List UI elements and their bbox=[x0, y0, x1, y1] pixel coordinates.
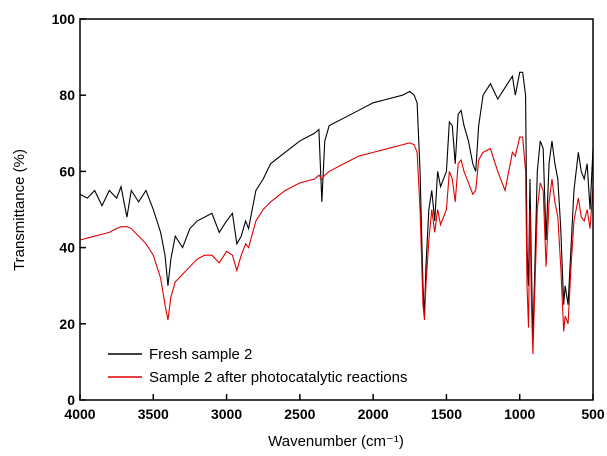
x-tick-label: 500 bbox=[581, 406, 605, 422]
y-tick-label: 40 bbox=[59, 240, 75, 256]
x-tick-label: 2000 bbox=[358, 406, 389, 422]
y-axis-label: Transmittance (%) bbox=[11, 149, 28, 271]
x-tick-label: 3000 bbox=[211, 406, 242, 422]
y-tick-label: 80 bbox=[59, 87, 75, 103]
x-tick-label: 2500 bbox=[284, 406, 315, 422]
y-tick-label: 20 bbox=[59, 316, 75, 332]
legend-label: Sample 2 after photocatalytic reactions bbox=[149, 369, 407, 386]
series-line bbox=[79, 71, 594, 340]
y-tick-label: 100 bbox=[52, 11, 76, 27]
legend-label: Fresh sample 2 bbox=[149, 346, 252, 363]
x-axis-label: Wavenumber (cm⁻¹) bbox=[268, 433, 404, 450]
y-tick-label: 60 bbox=[59, 163, 75, 179]
y-tick-label: 0 bbox=[67, 392, 75, 408]
x-tick-label: 4000 bbox=[64, 406, 95, 422]
x-tick-label: 1000 bbox=[504, 406, 535, 422]
series-line bbox=[79, 136, 594, 355]
plot-frame bbox=[79, 18, 594, 401]
x-tick-label: 3500 bbox=[138, 406, 169, 422]
x-tick-label: 1500 bbox=[431, 406, 462, 422]
